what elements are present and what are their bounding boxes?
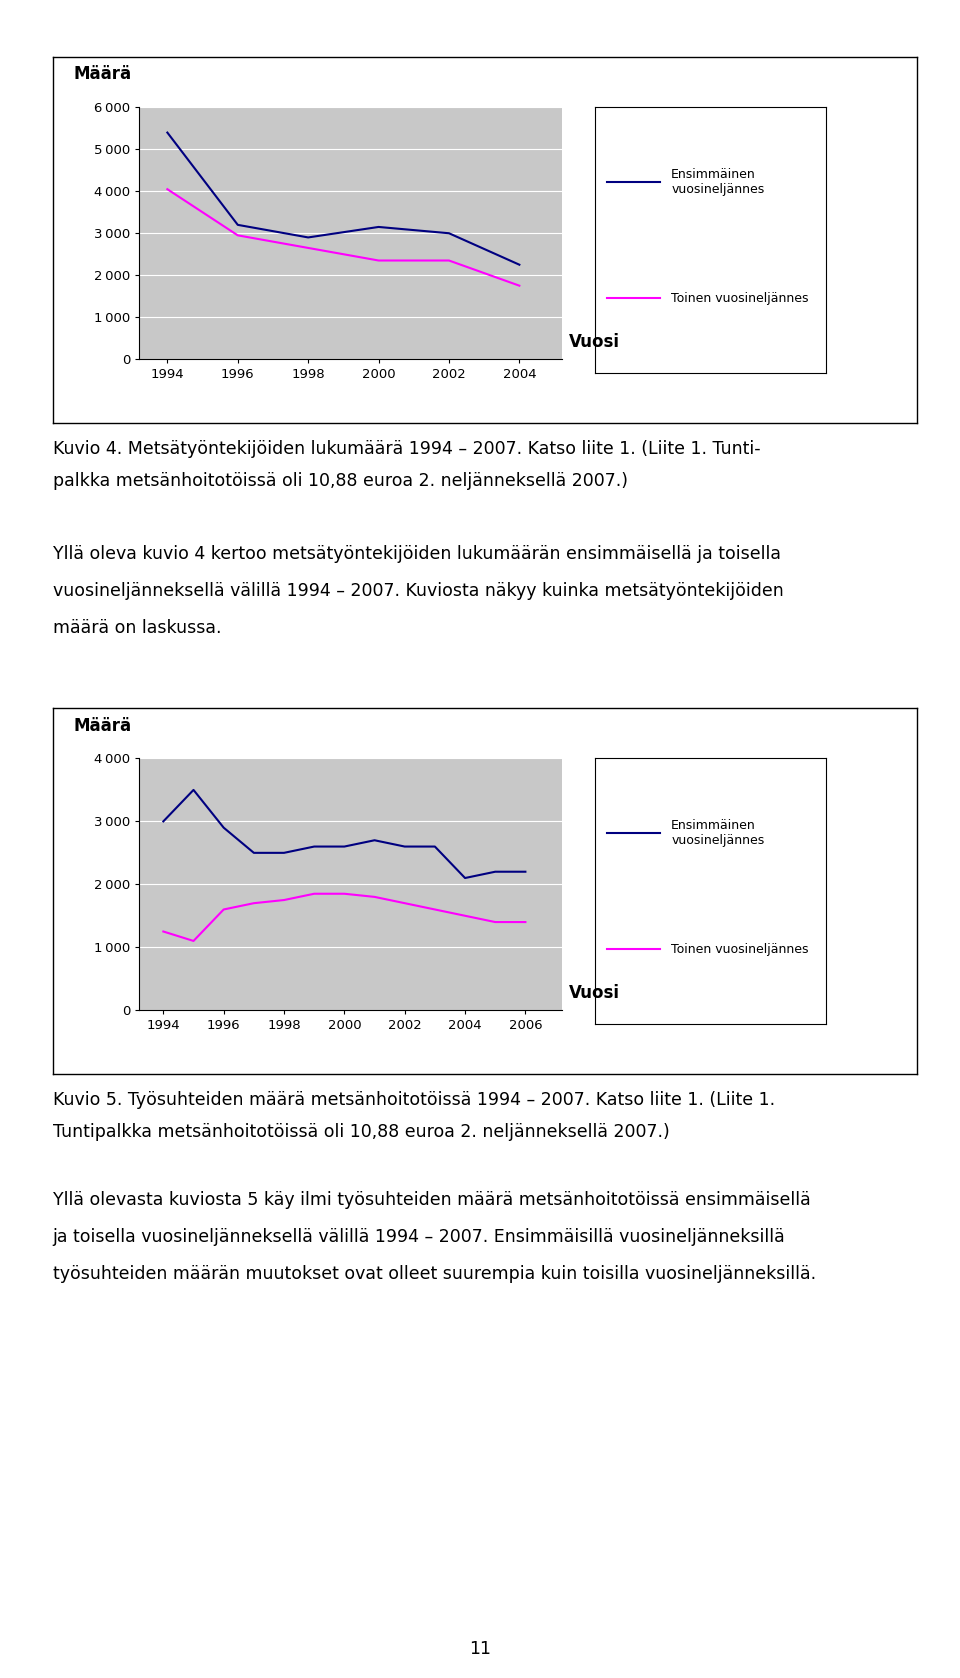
Text: Ensimmäinen
vuosineljännes: Ensimmäinen vuosineljännes — [671, 168, 764, 196]
Text: palkka metsänhoitotöissä oli 10,88 euroa 2. neljänneksellä 2007.): palkka metsänhoitotöissä oli 10,88 euroa… — [53, 472, 628, 490]
Text: Yllä olevasta kuviosta 5 käy ilmi työsuhteiden määrä metsänhoitotöissä ensimmäis: Yllä olevasta kuviosta 5 käy ilmi työsuh… — [53, 1191, 810, 1210]
Text: Määrä: Määrä — [74, 717, 132, 735]
Text: Tuntipalkka metsänhoitotöissä oli 10,88 euroa 2. neljänneksellä 2007.): Tuntipalkka metsänhoitotöissä oli 10,88 … — [53, 1123, 669, 1141]
Text: ja toisella vuosineljänneksellä välillä 1994 – 2007. Ensimmäisillä vuosineljänne: ja toisella vuosineljänneksellä välillä … — [53, 1228, 785, 1247]
Text: työsuhteiden määrän muutokset ovat olleet suurempia kuin toisilla vuosineljännek: työsuhteiden määrän muutokset ovat ollee… — [53, 1265, 816, 1284]
Text: Vuosi: Vuosi — [569, 332, 620, 351]
Text: määrä on laskussa.: määrä on laskussa. — [53, 619, 222, 638]
Text: Toinen vuosineljännes: Toinen vuosineljännes — [671, 292, 808, 305]
Text: Kuvio 4. Metsätyöntekijöiden lukumäärä 1994 – 2007. Katso liite 1. (Liite 1. Tun: Kuvio 4. Metsätyöntekijöiden lukumäärä 1… — [53, 440, 760, 458]
Text: 11: 11 — [469, 1639, 491, 1658]
Text: Vuosi: Vuosi — [569, 983, 620, 1002]
Text: Kuvio 5. Työsuhteiden määrä metsänhoitotöissä 1994 – 2007. Katso liite 1. (Liite: Kuvio 5. Työsuhteiden määrä metsänhoitot… — [53, 1091, 775, 1109]
Text: Määrä: Määrä — [74, 65, 132, 84]
Text: Toinen vuosineljännes: Toinen vuosineljännes — [671, 943, 808, 956]
Text: Yllä oleva kuvio 4 kertoo metsätyöntekijöiden lukumäärän ensimmäisellä ja toisel: Yllä oleva kuvio 4 kertoo metsätyöntekij… — [53, 545, 780, 564]
Text: Ensimmäinen
vuosineljännes: Ensimmäinen vuosineljännes — [671, 819, 764, 847]
Text: vuosineljänneksellä välillä 1994 – 2007. Kuviosta näkyy kuinka metsätyöntekijöid: vuosineljänneksellä välillä 1994 – 2007.… — [53, 582, 783, 601]
